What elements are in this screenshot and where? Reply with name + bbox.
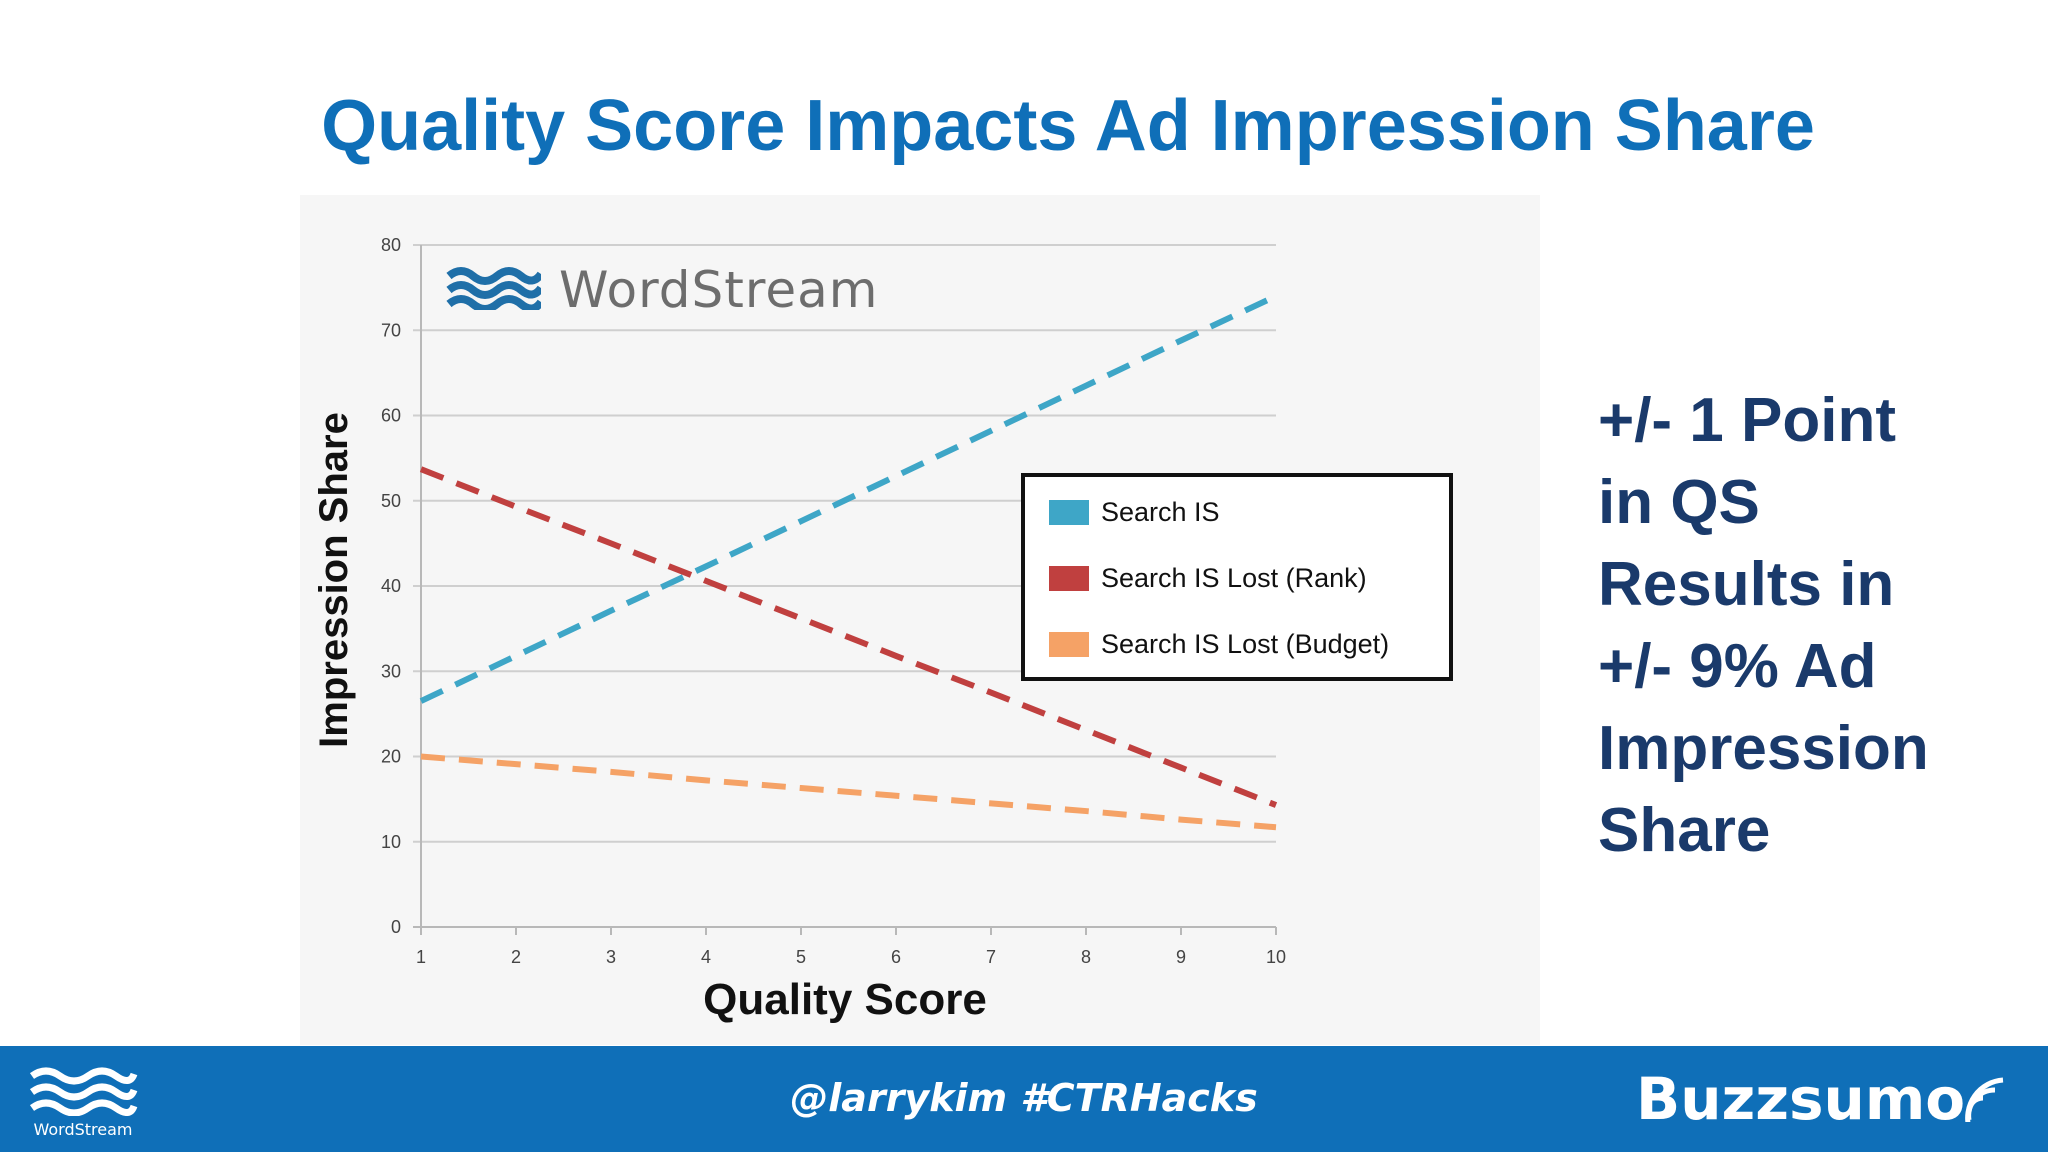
footer-brand-text: Buzzsumo	[1636, 1065, 1966, 1133]
y-tick-label: 0	[391, 917, 401, 937]
series-line-2	[420, 753, 1277, 831]
y-tick-label: 30	[381, 661, 401, 681]
callout-line: +/- 1 Point	[1598, 386, 1896, 455]
y-tick-label: 80	[381, 235, 401, 255]
callout-line: +/- 9% Ad	[1598, 632, 1877, 701]
footer-handle: @larrykim #CTRHacks	[790, 1076, 1258, 1120]
y-tick-label: 50	[381, 491, 401, 511]
waves-icon	[445, 266, 545, 315]
footer-wordstream-logo: WordStream	[28, 1066, 138, 1146]
chart-legend: Search IS Search IS Lost (Rank) Search I…	[1021, 473, 1453, 681]
footer-logo-text: WordStream	[33, 1120, 133, 1139]
x-tick-label: 3	[606, 947, 616, 967]
signal-icon	[1965, 1072, 2005, 1129]
x-tick-label: 6	[891, 947, 901, 967]
slide-title: Quality Score Impacts Ad Impression Shar…	[321, 86, 1815, 166]
x-tick-label: 2	[511, 947, 521, 967]
y-tick-label: 40	[381, 576, 401, 596]
y-axis-title: Impression Share	[312, 412, 356, 748]
legend-swatch	[1049, 632, 1089, 657]
legend-label: Search IS Lost (Rank)	[1101, 563, 1367, 593]
callout-line: Share	[1598, 796, 1771, 865]
x-tick-label: 1	[416, 947, 426, 967]
legend-swatch	[1049, 500, 1089, 525]
legend-item-search-is: Search IS	[1049, 497, 1220, 528]
series-line-1	[419, 466, 1278, 808]
chart-logo: WordStream	[445, 255, 878, 325]
series-line-0	[419, 293, 1278, 704]
callout-line: in QS	[1598, 468, 1760, 537]
x-tick-label: 8	[1081, 947, 1091, 967]
x-tick-label: 5	[796, 947, 806, 967]
callout-line: Results in	[1598, 550, 1895, 619]
legend-swatch	[1049, 566, 1089, 591]
chart-logo-text: WordStream	[559, 261, 879, 319]
y-tick-label: 60	[381, 406, 401, 426]
footer-buzzsumo-logo: Buzzsumo	[1636, 1064, 2005, 1134]
x-tick-label: 4	[701, 947, 711, 967]
side-callout: +/- 1 Point in QS Results in +/- 9% Ad I…	[1598, 380, 2038, 872]
legend-label: Search IS	[1101, 497, 1220, 527]
x-axis-title: Quality Score	[703, 975, 987, 1024]
footer-bar: WordStream @larrykim #CTRHacks Buzzsumo	[0, 1046, 2048, 1152]
y-tick-label: 70	[381, 320, 401, 340]
callout-line: Impression	[1598, 714, 1929, 783]
x-tick-label: 9	[1176, 947, 1186, 967]
x-tick-label: 7	[986, 947, 996, 967]
x-tick-label: 10	[1266, 947, 1286, 967]
y-tick-label: 20	[381, 747, 401, 767]
y-tick-label: 10	[381, 832, 401, 852]
legend-item-search-is-lost-budget: Search IS Lost (Budget)	[1049, 629, 1389, 660]
legend-label: Search IS Lost (Budget)	[1101, 629, 1390, 659]
legend-item-search-is-lost-rank: Search IS Lost (Rank)	[1049, 563, 1367, 594]
